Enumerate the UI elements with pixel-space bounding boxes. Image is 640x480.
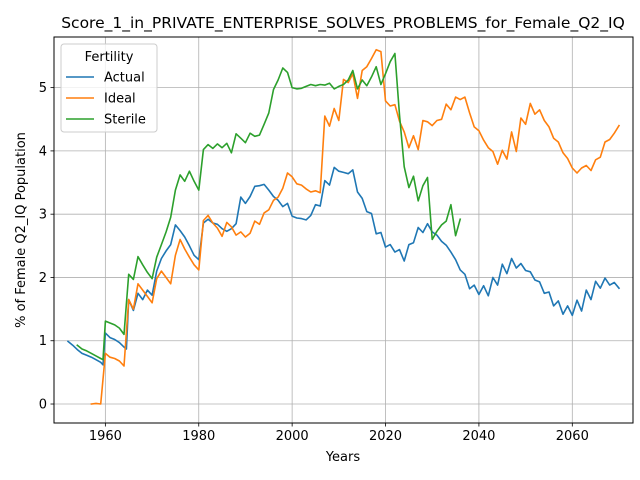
series-line-actual [66,166,621,366]
x-axis-label: Years [325,450,361,465]
x-tick-label: 1980 [182,429,215,444]
x-tick-label: 2000 [276,429,309,444]
legend-title: Fertility [85,50,134,65]
series-line-sterile [76,52,462,361]
x-tick-label: 1960 [89,429,122,444]
y-tick-label: 5 [39,81,47,96]
series-line-ideal [90,48,621,405]
y-tick-label: 2 [39,271,47,286]
series-lines [66,48,621,405]
legend-label-ideal: Ideal [104,92,136,107]
x-axis-ticks: 1960 1980 2000 2020 2040 2060 [89,423,589,444]
chart-title: Score_1_in_PRIVATE_ENTERPRISE_SOLVES_PRO… [61,14,625,33]
y-axis-label: % of Female Q2_IQ Population [14,132,29,328]
y-tick-label: 0 [39,398,47,413]
legend-label-sterile: Sterile [104,113,146,128]
legend-label-actual: Actual [104,71,145,86]
y-axis-ticks: 0 1 2 3 4 5 [39,81,54,413]
legend-box [60,43,158,133]
y-tick-label: 1 [39,334,47,349]
x-tick-label: 2020 [369,429,402,444]
y-tick-label: 4 [39,144,47,159]
legend: Fertility Actual Ideal Sterile [60,43,158,133]
y-tick-label: 3 [39,208,47,223]
legend-entries: Actual Ideal Sterile [66,71,146,128]
axes-frame [53,36,634,424]
x-tick-label: 2060 [556,429,589,444]
x-tick-label: 2040 [462,429,495,444]
